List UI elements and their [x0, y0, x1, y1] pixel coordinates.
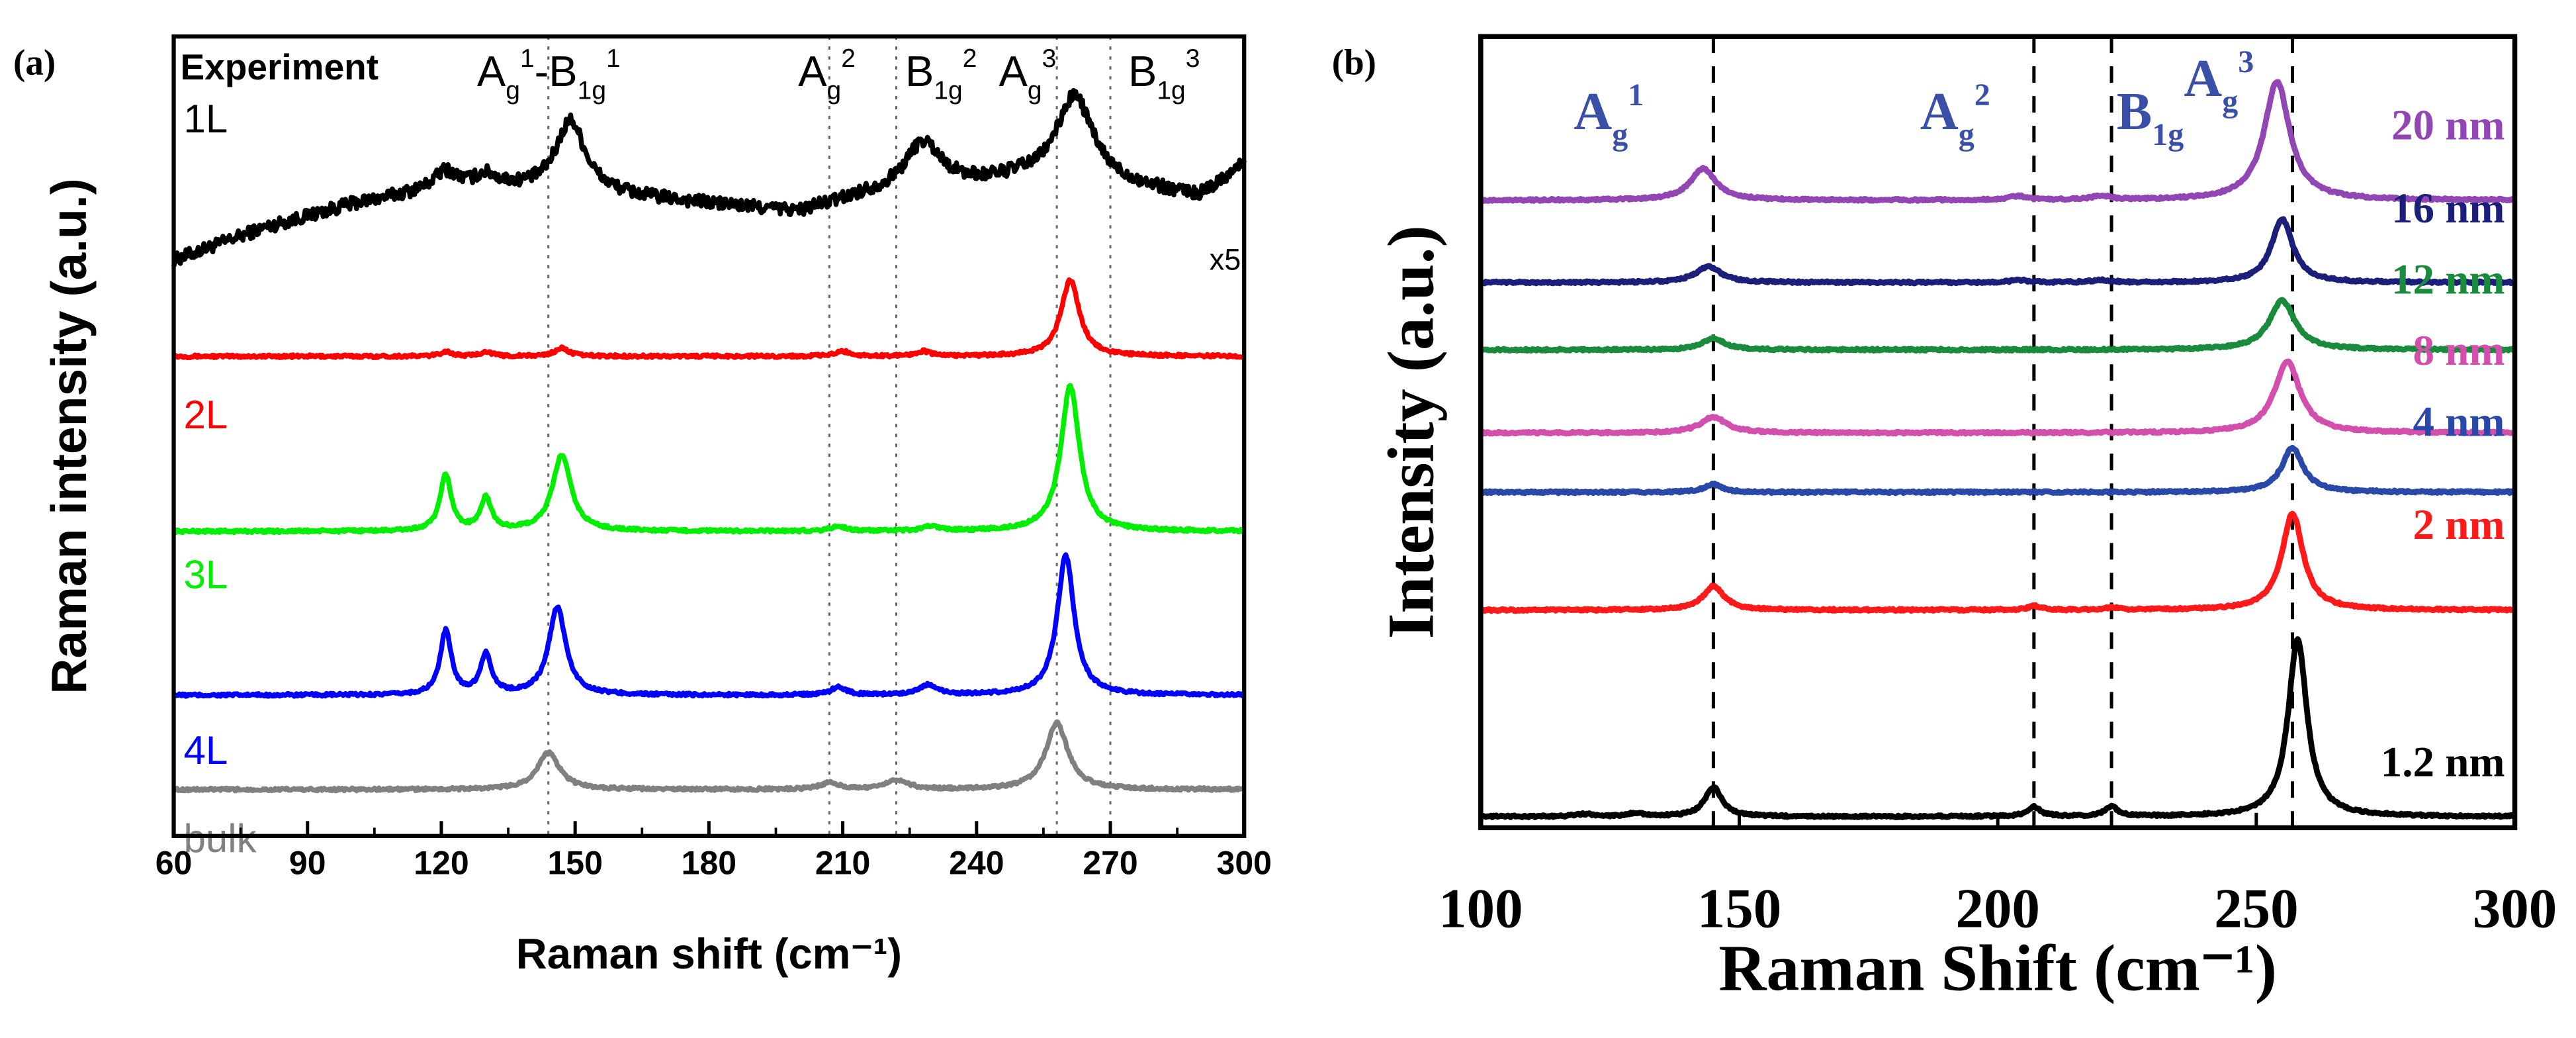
- series-label: 1.2 nm: [2381, 739, 2505, 786]
- mode-label-part: 1g: [934, 77, 962, 105]
- mode-label-part: 3: [1186, 44, 1200, 73]
- x-tick-label: 180: [682, 844, 736, 881]
- mode-label-part: 1: [606, 44, 621, 73]
- x-tick-label: 120: [414, 844, 468, 881]
- mode-label: B1g: [2117, 83, 2184, 152]
- mode-label-part: g: [1028, 77, 1042, 105]
- mode-label-part: g: [827, 77, 842, 105]
- mode-label-part: 2: [963, 44, 977, 73]
- series-label: 16 nm: [2391, 185, 2505, 232]
- x-tick-label: 250: [2214, 877, 2299, 939]
- mode-label-part: g: [506, 77, 520, 105]
- mode-label-part: A: [999, 47, 1028, 95]
- experiment-label: Experiment: [181, 46, 379, 87]
- x-tick-label: 150: [1697, 877, 1782, 939]
- mode-label-part: A: [477, 47, 506, 95]
- mode-label-part: 3: [2238, 44, 2254, 79]
- mode-label-part: 1g: [1157, 77, 1185, 105]
- mode-label: Ag3: [2184, 44, 2254, 119]
- y-axis-label: Raman intensity (a.u.): [41, 178, 97, 694]
- series-label: 1L: [184, 97, 228, 141]
- mode-label: B1g2: [905, 44, 977, 105]
- x-tick-label: 240: [949, 844, 1004, 881]
- series-label: 3L: [184, 552, 228, 596]
- x-tick-label: 60: [155, 844, 193, 881]
- series-label: 4L: [184, 728, 228, 773]
- series-line-16nm: [1478, 216, 2516, 287]
- series-line-3L: [171, 383, 1246, 536]
- x-tick-label: 270: [1083, 844, 1137, 881]
- mode-label-part: B: [1128, 47, 1157, 95]
- x-axis-label: Raman shift (cm⁻¹): [516, 929, 902, 978]
- scale-factor-label: x5: [1210, 243, 1241, 277]
- mode-label: Ag 2: [798, 44, 856, 105]
- mode-label-part: -B: [535, 47, 578, 95]
- mode-label-part: B: [905, 47, 934, 95]
- series-line-8nm: [1479, 358, 2516, 437]
- x-tick-label: 210: [815, 844, 870, 881]
- series-line-4nm: [1478, 444, 2516, 496]
- mode-label: Ag1: [1574, 77, 1644, 152]
- mode-label-part: 3: [1042, 44, 1057, 73]
- series-label: 8 nm: [2413, 327, 2505, 375]
- series-line-4L: [171, 552, 1246, 699]
- y-axis-label: Intensity (a.u.): [1374, 225, 1447, 639]
- plot-frame: [1478, 34, 2518, 831]
- mode-label-part: B: [2117, 83, 2152, 141]
- series-label: 4 nm: [2413, 399, 2505, 446]
- mode-label-part: g: [2222, 84, 2238, 119]
- mode-label: Ag3: [999, 44, 1057, 105]
- mode-label-part: 1g: [578, 77, 606, 105]
- x-axis-label: Raman Shift (cm⁻¹): [1718, 931, 2277, 1004]
- series-label: bulk: [184, 816, 257, 861]
- panel-label: (a): [13, 42, 56, 83]
- mode-label-part: 1: [520, 44, 535, 73]
- x-tick-label: 150: [547, 844, 602, 881]
- mode-label-part: 2: [841, 44, 856, 73]
- series-label: 20 nm: [2391, 102, 2505, 150]
- mode-label: Ag2: [1920, 77, 1990, 152]
- series-label: 2 nm: [2413, 501, 2505, 549]
- mode-label-part: g: [1959, 117, 1975, 152]
- series-line-1L: [171, 87, 1247, 267]
- series-line-12nm: [1479, 297, 2516, 354]
- x-tick-label: 90: [289, 844, 326, 881]
- mode-label-part: A: [2184, 50, 2222, 108]
- mode-label: Ag1-B1g1: [477, 44, 621, 105]
- series-label: 2L: [184, 393, 228, 437]
- series-line-20nm: [1478, 79, 2516, 205]
- series-line-2L: [172, 277, 1246, 360]
- x-tick-label: 200: [1955, 877, 2040, 939]
- series-line-12nm: [1479, 636, 2516, 820]
- mode-label: B1g3: [1128, 44, 1200, 105]
- series-label: 12 nm: [2391, 256, 2505, 304]
- mode-label-part: A: [1574, 83, 1612, 141]
- panel-b: (b) 20 nm 16 nm 12 nm 8 nm 4 nm 2 nm 1.2 nm 100 1…: [1332, 34, 2557, 1004]
- plot-frame: [171, 34, 1247, 838]
- x-tick-label: 100: [1439, 877, 1523, 939]
- mode-label-part: A: [1920, 83, 1959, 141]
- mode-label-part: 1g: [2152, 117, 2184, 152]
- x-tick-label: 300: [1217, 844, 1272, 881]
- x-tick-label: 300: [2473, 877, 2557, 939]
- mode-label-part: 2: [1975, 77, 1990, 113]
- series-line-2nm: [1478, 510, 2516, 614]
- mode-label-part: 1: [1628, 77, 1644, 113]
- panel-label: (b): [1332, 42, 1376, 83]
- mode-label-part: A: [798, 47, 827, 95]
- mode-label-part: g: [1612, 117, 1628, 152]
- series-line-bulk: [172, 719, 1246, 794]
